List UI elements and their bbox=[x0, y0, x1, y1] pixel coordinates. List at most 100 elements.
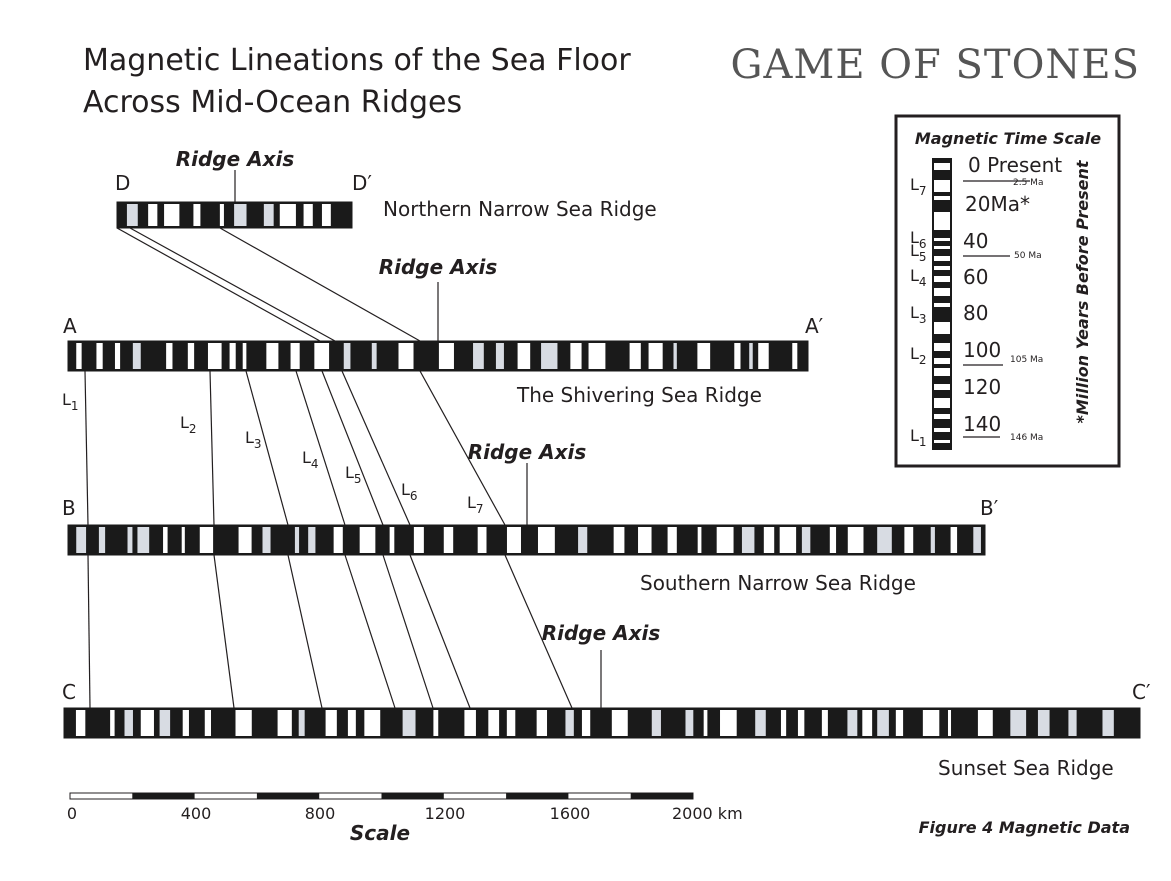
title-line: Across Mid-Ocean Ridges bbox=[83, 85, 462, 120]
lineation-label: L6 bbox=[401, 480, 418, 503]
ridge-start-label: A bbox=[63, 314, 77, 338]
normal-polarity-stripe bbox=[934, 322, 950, 334]
normal-polarity-stripe bbox=[934, 414, 950, 419]
normal-polarity-stripe bbox=[234, 204, 247, 226]
normal-polarity-stripe bbox=[934, 428, 950, 432]
normal-polarity-stripe bbox=[673, 343, 677, 369]
normal-polarity-stripe bbox=[779, 527, 797, 553]
label-subscript: 1 bbox=[919, 435, 927, 449]
scale-tick-label: 1200 bbox=[425, 804, 466, 823]
scale-tick-label: 1600 bbox=[550, 804, 591, 823]
normal-polarity-stripe bbox=[904, 527, 914, 553]
time-scale-side-note: *Million Years Before Present bbox=[1073, 159, 1092, 423]
normal-polarity-stripe bbox=[364, 710, 381, 736]
normal-polarity-stripe bbox=[565, 710, 574, 736]
age-label: 40 bbox=[963, 229, 988, 253]
normal-polarity-stripe bbox=[325, 710, 337, 736]
normal-polarity-stripe bbox=[581, 710, 591, 736]
normal-polarity-stripe bbox=[199, 527, 214, 553]
normal-polarity-stripe bbox=[1068, 710, 1077, 736]
normal-polarity-stripe bbox=[977, 710, 993, 736]
normal-polarity-stripe bbox=[934, 212, 950, 230]
time-scale-layer-label: L7 bbox=[910, 175, 927, 198]
normal-polarity-stripe bbox=[847, 527, 864, 553]
age-label: 120 bbox=[963, 375, 1001, 399]
normal-polarity-stripe bbox=[934, 440, 950, 443]
normal-polarity-stripe bbox=[75, 710, 86, 736]
normal-polarity-stripe bbox=[588, 343, 606, 369]
lineation-line bbox=[84, 370, 89, 526]
normal-polarity-stripe bbox=[629, 343, 641, 369]
normal-polarity-stripe bbox=[137, 527, 150, 553]
label-subscript: 3 bbox=[919, 312, 927, 326]
normal-polarity-stripe bbox=[371, 343, 377, 369]
ridge-bar bbox=[68, 341, 808, 371]
label-subscript: 7 bbox=[919, 184, 927, 198]
normal-polarity-stripe bbox=[229, 343, 236, 369]
normal-polarity-stripe bbox=[934, 246, 950, 249]
normal-polarity-stripe bbox=[720, 710, 737, 736]
ridge-name: Northern Narrow Sea Ridge bbox=[383, 197, 657, 221]
time-scale-layer-label: L2 bbox=[910, 344, 927, 367]
label-letter: L bbox=[910, 303, 919, 322]
normal-polarity-stripe bbox=[477, 527, 487, 553]
normal-polarity-stripe bbox=[96, 343, 103, 369]
normal-polarity-stripe bbox=[207, 343, 222, 369]
logo: GAME OF STONES bbox=[731, 42, 1140, 88]
lineation-label: L7 bbox=[467, 493, 484, 516]
lineation-line bbox=[87, 554, 91, 709]
lineation-line bbox=[287, 554, 323, 709]
lineation-line bbox=[209, 370, 215, 526]
age-label: 140 bbox=[963, 412, 1001, 436]
normal-polarity-stripe bbox=[922, 710, 940, 736]
normal-polarity-stripe bbox=[792, 343, 798, 369]
normal-polarity-stripe bbox=[389, 527, 395, 553]
normal-polarity-stripe bbox=[934, 163, 950, 170]
normal-polarity-stripe bbox=[934, 180, 950, 192]
normal-polarity-stripe bbox=[716, 527, 734, 553]
normal-polarity-stripe bbox=[934, 343, 950, 351]
normal-polarity-stripe bbox=[934, 266, 950, 270]
normal-polarity-stripe bbox=[537, 527, 555, 553]
scale-bar-segment bbox=[132, 793, 195, 799]
normal-polarity-stripe bbox=[950, 527, 958, 553]
normal-polarity-stripe bbox=[947, 710, 952, 736]
normal-polarity-stripe bbox=[413, 527, 424, 553]
label-letter: L bbox=[302, 448, 311, 467]
lineation-label: L5 bbox=[345, 463, 362, 486]
ridge-start-label: B bbox=[62, 496, 76, 520]
normal-polarity-stripe bbox=[279, 204, 296, 226]
normal-polarity-stripe bbox=[611, 710, 628, 736]
normal-polarity-stripe bbox=[862, 710, 873, 736]
normal-polarity-stripe bbox=[847, 710, 858, 736]
normal-polarity-stripe bbox=[219, 204, 224, 226]
scale-tick-label: 800 bbox=[305, 804, 336, 823]
normal-polarity-stripe bbox=[934, 256, 950, 261]
label-letter: L bbox=[62, 390, 71, 409]
normal-polarity-stripe bbox=[651, 710, 661, 736]
normal-polarity-stripe bbox=[578, 527, 588, 553]
normal-polarity-stripe bbox=[294, 527, 300, 553]
correlation-line bbox=[129, 227, 336, 342]
normal-polarity-stripe bbox=[464, 710, 476, 736]
normal-polarity-stripe bbox=[541, 343, 558, 369]
ridge-name: The Shivering Sea Ridge bbox=[516, 383, 762, 407]
normal-polarity-stripe bbox=[934, 288, 950, 296]
lineation-line bbox=[409, 554, 471, 709]
scale-bar-segment bbox=[381, 793, 444, 799]
age-note: 50 Ma bbox=[1014, 251, 1042, 261]
scale-tick-label: 0 bbox=[67, 804, 77, 823]
label-letter: L bbox=[910, 344, 919, 363]
age-note: 146 Ma bbox=[1010, 433, 1043, 443]
label-subscript: 4 bbox=[919, 275, 927, 289]
ridge-end-label: C′ bbox=[1132, 680, 1151, 704]
normal-polarity-stripe bbox=[182, 710, 189, 736]
normal-polarity-stripe bbox=[934, 276, 950, 282]
normal-polarity-stripe bbox=[343, 343, 351, 369]
normal-polarity-stripe bbox=[314, 343, 330, 369]
time-scale-layer-label: L3 bbox=[910, 303, 927, 326]
scale-bar-segment bbox=[506, 793, 569, 799]
normal-polarity-stripe bbox=[973, 527, 981, 553]
normal-polarity-stripe bbox=[148, 204, 158, 226]
normal-polarity-stripe bbox=[734, 343, 741, 369]
